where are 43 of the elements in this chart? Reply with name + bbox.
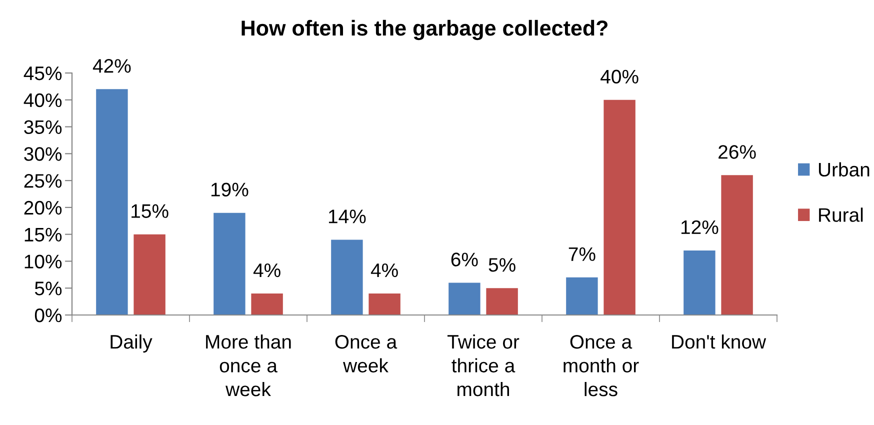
y-tick-label: 35% [24, 120, 62, 134]
y-tick-label: 15% [24, 228, 62, 242]
legend-label: Rural [819, 208, 863, 222]
y-tick-label: 10% [24, 254, 62, 268]
data-label: 12% [681, 220, 718, 234]
data-label: 7% [568, 247, 596, 261]
bar [96, 89, 128, 315]
bar [251, 293, 283, 315]
bar [721, 175, 753, 315]
data-label: 14% [328, 210, 366, 224]
bar [368, 293, 400, 315]
x-tick-label: Once a month or less [564, 334, 639, 396]
bar [684, 250, 716, 315]
x-tick-label: Don't know [672, 334, 766, 349]
bar [486, 288, 518, 315]
bar [331, 240, 363, 315]
bar [214, 212, 246, 315]
data-label: 4% [253, 263, 280, 278]
bar [566, 277, 598, 315]
x-tick-label: Daily [110, 334, 152, 353]
bar [134, 234, 166, 315]
legend-label: Urban [818, 162, 870, 177]
data-label: 6% [451, 252, 478, 266]
y-tick-label: 30% [24, 147, 62, 161]
y-tick-label: 40% [24, 93, 62, 108]
data-label: 40% [600, 70, 638, 84]
data-label: 26% [718, 145, 756, 159]
y-tick-label: 0% [34, 308, 62, 322]
chart-title: How often is the garbage collected? [242, 20, 608, 40]
data-label: 4% [370, 263, 398, 278]
y-tick-label: 25% [24, 174, 62, 188]
bar [448, 282, 480, 315]
x-tick-label: Once a week [335, 334, 398, 372]
x-tick-label: More than once a week [206, 334, 291, 396]
y-tick-label: 5% [34, 282, 62, 296]
x-tick-label: Twice or thrice a month [447, 334, 520, 396]
data-label: 19% [211, 182, 248, 196]
data-label: 42% [92, 59, 131, 73]
data-label: 15% [132, 204, 168, 218]
data-label: 5% [488, 258, 516, 272]
y-tick-label: 45% [24, 66, 62, 80]
y-tick-label: 20% [24, 200, 62, 215]
bar [604, 100, 636, 315]
